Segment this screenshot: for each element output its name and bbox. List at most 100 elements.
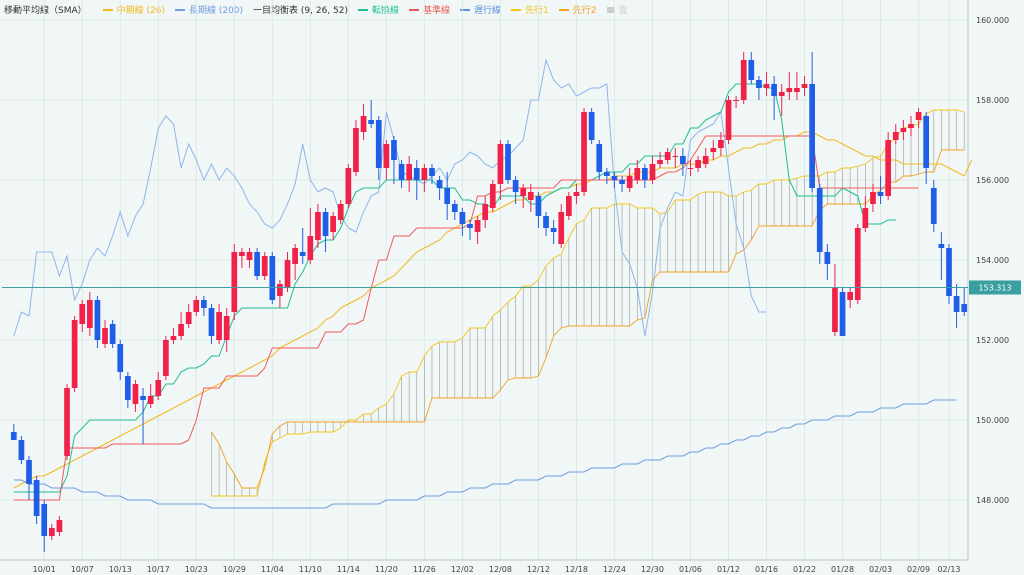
y-tick-label: 156.000 [976,176,1009,185]
candle-body [94,300,101,340]
candle-body [672,156,679,157]
candle-body [368,120,375,124]
candle-body [406,164,413,180]
legend-swatch [102,8,113,11]
candle-body [885,140,892,196]
y-tick-label: 158.000 [976,96,1009,105]
candle-body [763,84,770,88]
y-tick-label: 152.000 [976,336,1009,345]
candle-body [573,192,580,196]
candle-body [277,284,283,296]
legend-label: 遅行線 [474,6,502,16]
y-tick-label: 148.000 [976,496,1009,505]
senkou2-line [211,149,965,489]
legend-item: 遅行線 [460,3,501,16]
candle-body [961,304,968,312]
candle-body [254,252,260,276]
candle-body [413,168,420,180]
x-tick-label: 02/13 [937,565,960,574]
candle-body [261,256,268,276]
candle-body [26,460,32,484]
candle-body [246,252,253,260]
candle-body [702,156,709,164]
candle-body [603,172,610,176]
chart-legend: 移動平均線（SMA） 中期線 (26) 長期線 (200) 一目均衡表 (9, 26… [4,3,628,16]
x-tick-label: 11/14 [337,565,360,574]
candle-body [375,120,382,168]
candle-body [854,228,861,300]
candle-body [900,128,907,132]
long-ma-line [13,399,957,509]
x-tick-label: 01/28 [831,565,854,574]
legend-swatch [558,8,569,11]
candle-body [596,144,603,172]
candle-body [482,204,489,220]
candle-body [497,144,504,184]
candle-body [155,380,162,396]
candle-body [847,292,854,300]
candle-body [581,112,587,192]
candle-body [48,528,55,536]
legend-swatch [460,8,471,11]
candle-body [809,84,815,188]
x-tick-label: 12/12 [527,565,550,574]
candle-body [299,252,306,256]
candle-body [664,152,671,160]
candle-body [527,192,534,200]
candle-body [771,84,777,96]
candle-body [315,212,321,240]
x-tick-label: 01/22 [793,565,816,574]
candle-body [64,388,70,456]
legend-swatch [409,8,420,11]
candle-body [695,160,701,168]
candle-body [451,204,458,212]
senkou1-line [211,109,965,497]
candle-body [474,220,481,232]
x-tick-label: 10/01 [33,565,56,574]
candle-body [786,88,793,92]
candle-body [740,60,747,100]
legend-label: 転換線 [372,6,400,16]
legend-item: 先行2 [558,3,597,16]
candle-body [330,216,336,232]
candle-body [535,196,542,216]
candle-body [56,520,63,532]
candle-body [725,100,732,140]
candle-body [923,116,930,168]
candle-body [284,260,291,288]
legend-item: 中期線 (26) [102,3,165,16]
candle-body [193,300,200,312]
legend-label: 雲 [618,6,628,16]
candle-body [239,252,245,256]
x-tick-label: 12/18 [565,565,588,574]
candle-body [870,192,876,204]
x-tick-label: 02/03 [869,565,892,574]
candle-body [345,168,352,204]
candle-body [391,140,397,160]
candle-body [231,252,238,312]
candle-body [124,376,131,400]
candle-body [170,336,177,340]
candle-body [185,312,192,324]
candle-body [619,180,625,184]
x-tick-label: 11/20 [375,565,398,574]
tenkan-line [13,83,896,493]
last-price-tag [969,280,1021,295]
legend-label: 基準線 [423,6,451,16]
candle-body [710,148,717,152]
candle-body [421,168,428,180]
candle-body [801,84,808,88]
candle-body [915,112,922,120]
candle-body [892,132,899,140]
candle-body [778,92,785,96]
candle-body [86,300,93,328]
candle-body [680,156,686,164]
candle-body [216,312,222,340]
candle-body [748,60,755,80]
candle-body [832,288,838,332]
candle-body [223,316,230,340]
candle-body [816,188,823,252]
candle-body [512,180,519,192]
candle-body [733,100,739,101]
y-tick-label: 160.000 [976,16,1009,25]
